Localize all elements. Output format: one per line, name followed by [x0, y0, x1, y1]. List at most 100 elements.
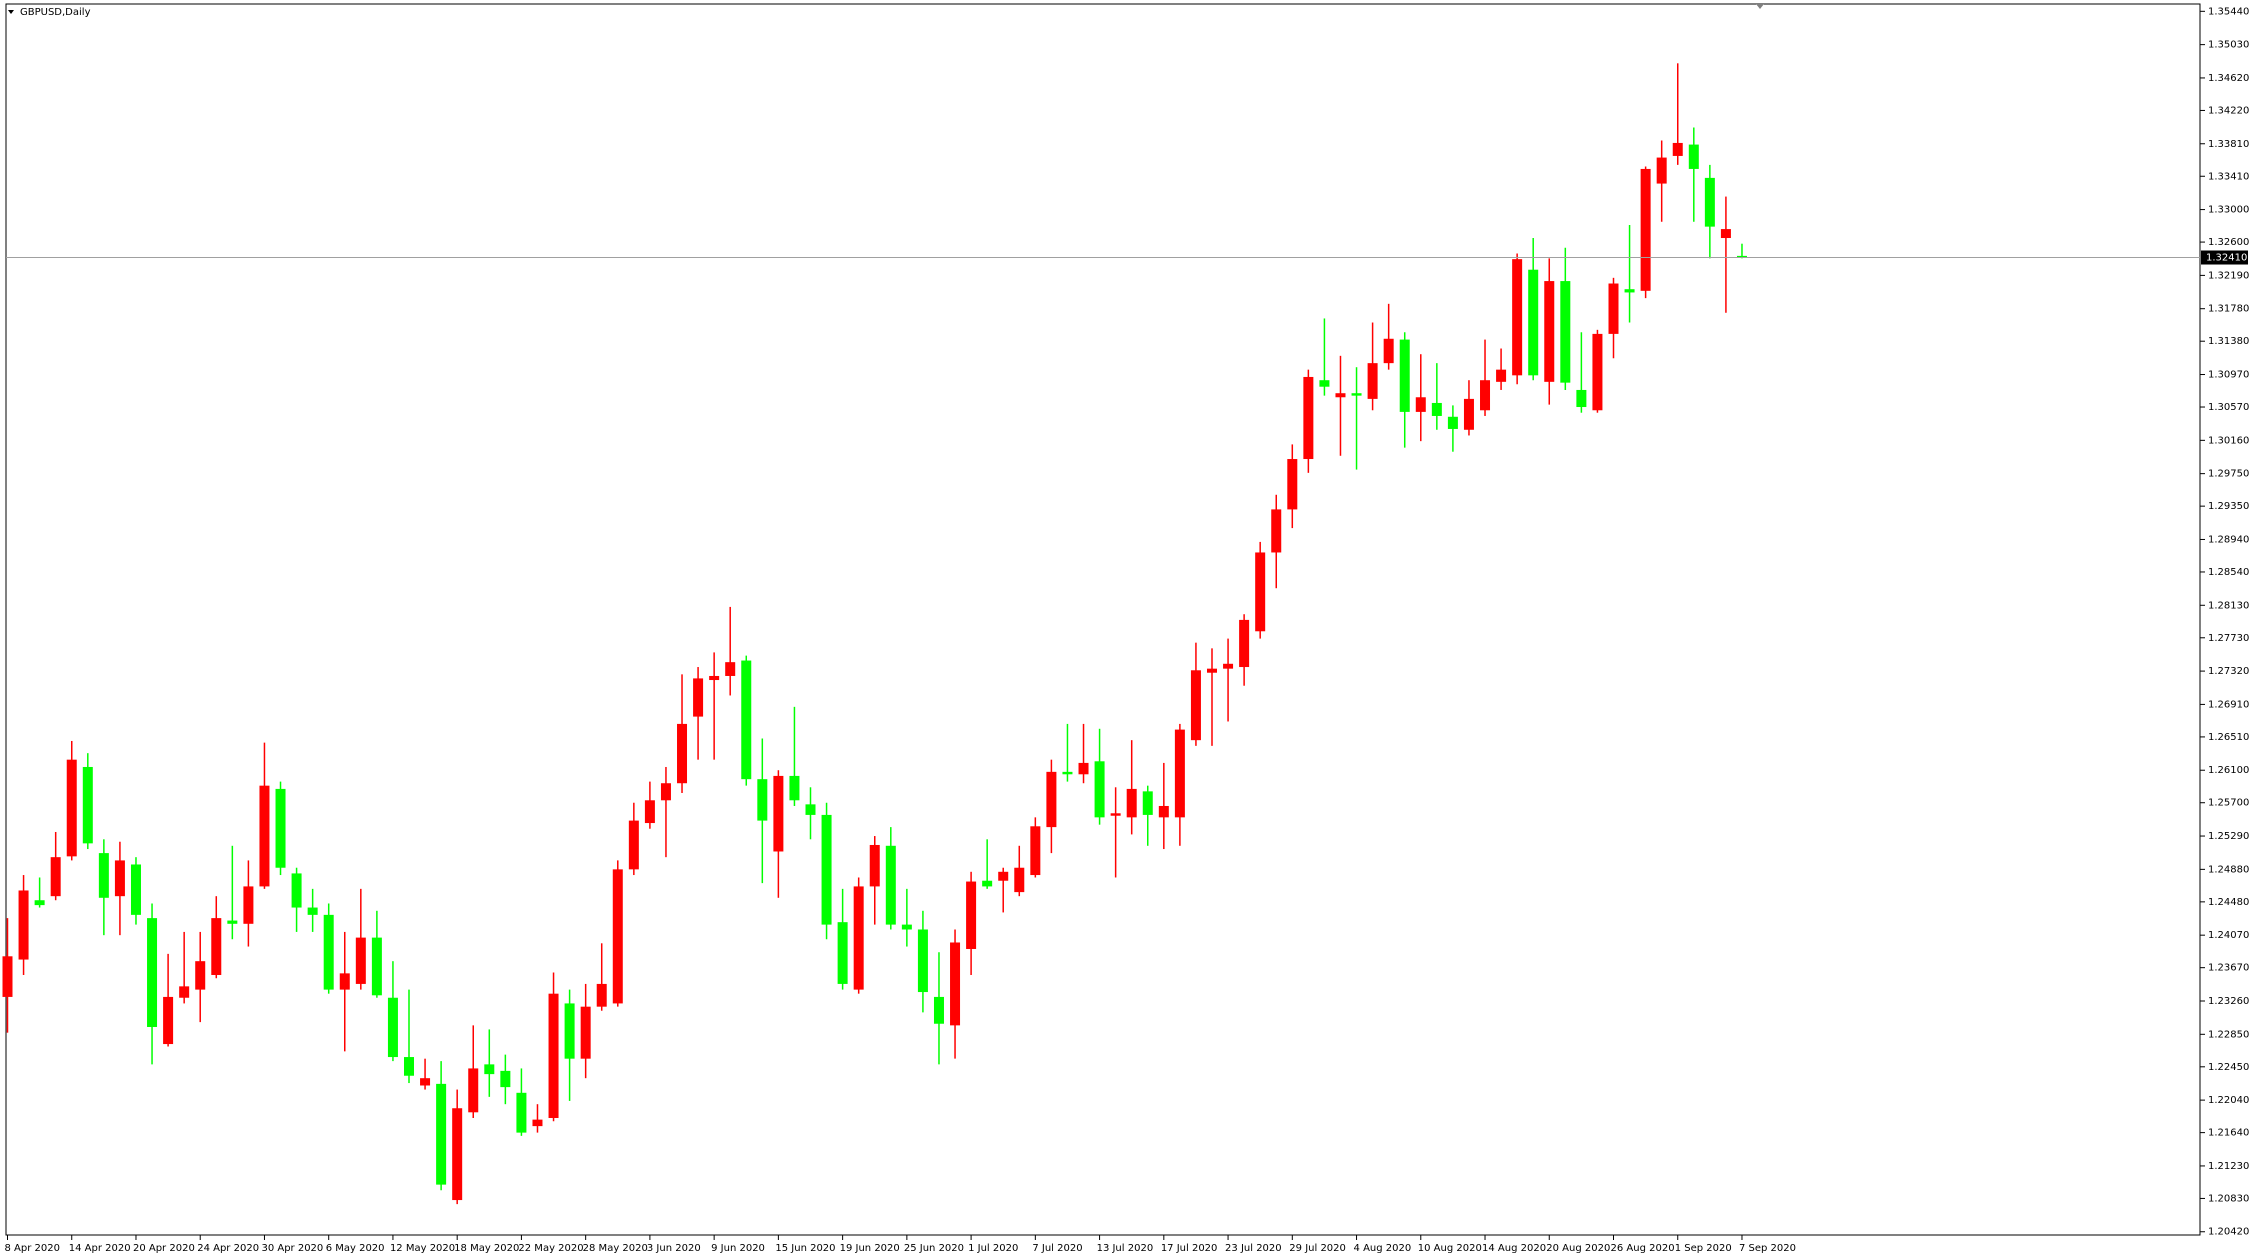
x-tick-label: 19 Jun 2020 — [840, 1243, 900, 1254]
candle-body — [50, 857, 61, 897]
candle-body — [580, 1006, 591, 1059]
candle-body — [821, 814, 832, 925]
candle-body — [1062, 771, 1073, 775]
candle-body — [532, 1119, 543, 1127]
y-tick-label: 1.33810 — [2208, 139, 2249, 150]
candle-body — [1704, 177, 1715, 227]
candle-body — [1592, 333, 1603, 411]
candle-body — [1287, 459, 1298, 510]
candle-body — [291, 873, 302, 908]
x-tick-label: 13 Jul 2020 — [1097, 1243, 1154, 1254]
y-tick-label: 1.33000 — [2208, 205, 2249, 216]
candle-body — [1431, 402, 1442, 416]
x-tick-label: 20 Apr 2020 — [133, 1243, 195, 1254]
x-tick-label: 23 Jul 2020 — [1225, 1243, 1282, 1254]
y-tick-label: 1.26910 — [2208, 699, 2249, 710]
candle-body — [130, 864, 141, 915]
candle-body — [1624, 289, 1635, 293]
candle-body — [1512, 259, 1523, 376]
y-tick-label: 1.31780 — [2208, 304, 2249, 315]
candle-body — [1415, 397, 1426, 412]
y-tick-label: 1.20830 — [2208, 1193, 2249, 1204]
candle-body — [1142, 791, 1153, 815]
y-tick-label: 1.32600 — [2208, 237, 2249, 248]
y-tick-label: 1.28540 — [2208, 567, 2249, 578]
price-label: 1.32410 — [2206, 253, 2247, 264]
candle-body — [98, 853, 109, 898]
candle-body — [1174, 729, 1185, 818]
candle-body — [612, 869, 623, 1004]
y-tick-label: 1.28130 — [2208, 600, 2249, 611]
candle-body — [966, 881, 977, 949]
x-tick-label: 4 Aug 2020 — [1354, 1243, 1412, 1254]
candle-body — [227, 920, 238, 924]
y-tick-label: 1.29750 — [2208, 469, 2249, 480]
candle-body — [371, 937, 382, 996]
x-tick-label: 24 Apr 2020 — [197, 1243, 259, 1254]
x-tick-label: 28 May 2020 — [583, 1243, 648, 1254]
x-tick-label: 18 May 2020 — [454, 1243, 519, 1254]
candle-body — [548, 993, 559, 1118]
menu-arrow[interactable] — [8, 10, 14, 14]
candle-body — [1335, 393, 1346, 398]
candle-body — [339, 973, 350, 990]
y-tick-label: 1.29350 — [2208, 501, 2249, 512]
y-tick-label: 1.30970 — [2208, 370, 2249, 381]
candle-body — [660, 783, 671, 801]
candle-body — [404, 1057, 414, 1076]
candle-body — [516, 1092, 527, 1133]
candle-body — [789, 775, 800, 801]
candle-body — [1656, 157, 1667, 184]
candle-body — [917, 929, 928, 993]
candle-body — [275, 788, 286, 868]
candle-body — [1078, 762, 1089, 775]
y-tick-label: 1.34220 — [2208, 105, 2249, 116]
candle-body — [773, 775, 784, 852]
shift-marker — [1756, 4, 1764, 9]
candle-body — [725, 662, 736, 676]
candle-body — [869, 844, 880, 887]
x-tick-label: 1 Sep 2020 — [1675, 1243, 1732, 1254]
x-tick-label: 30 Apr 2020 — [261, 1243, 323, 1254]
candle-body — [741, 660, 752, 780]
chart-title: GBPUSD,Daily — [20, 7, 91, 18]
candle-body — [211, 918, 222, 975]
candle-body — [436, 1083, 447, 1185]
candle-body — [484, 1064, 495, 1075]
candle-body — [677, 723, 688, 784]
y-tick-label: 1.21640 — [2208, 1128, 2249, 1139]
x-tick-label: 9 Jun 2020 — [711, 1243, 765, 1254]
y-tick-label: 1.24880 — [2208, 864, 2249, 875]
x-tick-label: 8 Apr 2020 — [5, 1243, 60, 1254]
x-tick-label: 17 Jul 2020 — [1161, 1243, 1218, 1254]
y-tick-label: 1.32190 — [2208, 270, 2249, 281]
candle-body — [1094, 761, 1105, 818]
x-tick-label: 29 Jul 2020 — [1289, 1243, 1346, 1254]
candle-body — [1110, 813, 1121, 816]
candle-body — [82, 766, 93, 844]
x-tick-label: 20 Aug 2020 — [1546, 1243, 1610, 1254]
candle-body — [1255, 552, 1266, 632]
candle-body — [1688, 144, 1699, 169]
y-tick-label: 1.25700 — [2208, 798, 2249, 809]
candle-body — [34, 900, 45, 906]
candle-body — [805, 804, 816, 815]
candle-body — [1351, 393, 1362, 396]
x-tick-label: 25 Jun 2020 — [904, 1243, 964, 1254]
y-tick-label: 1.33410 — [2208, 171, 2249, 182]
candle-body — [323, 914, 334, 990]
price-label-box — [2201, 250, 2248, 265]
y-tick-label: 1.23260 — [2208, 996, 2249, 1007]
candle-body — [998, 871, 1009, 881]
y-tick-label: 1.35440 — [2208, 6, 2249, 17]
candle-body — [147, 918, 158, 1027]
candle-body — [1158, 805, 1169, 818]
candle-body — [195, 961, 206, 990]
candle-body — [1672, 142, 1683, 156]
candle-body — [1190, 670, 1201, 741]
candle-body — [1207, 668, 1217, 673]
candle-body — [114, 860, 125, 897]
y-tick-label: 1.22040 — [2208, 1095, 2249, 1106]
